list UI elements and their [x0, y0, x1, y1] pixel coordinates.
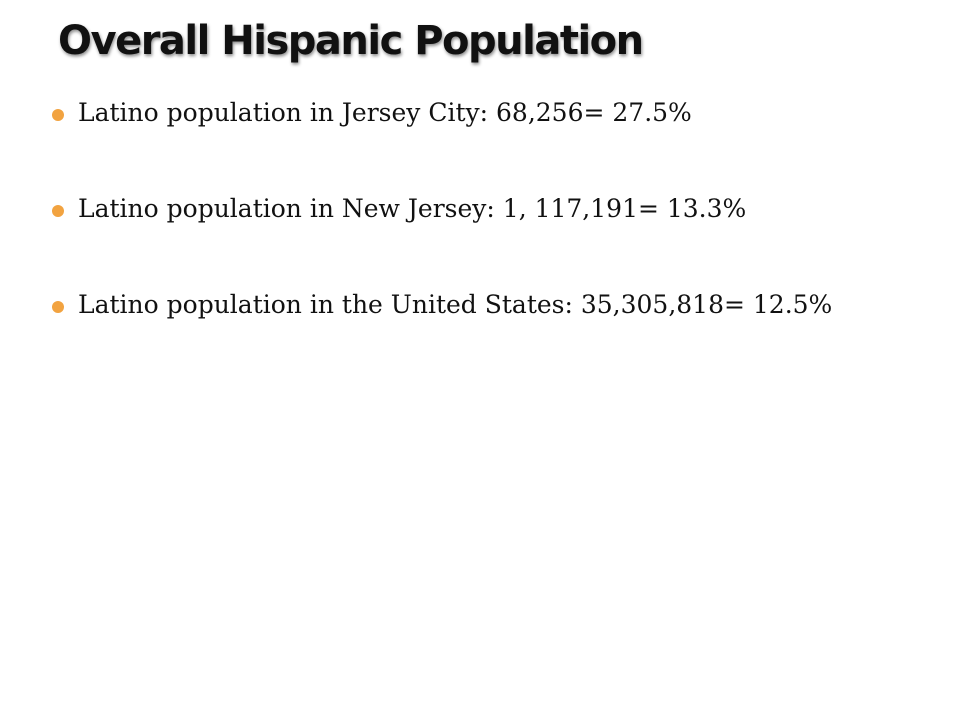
bullet-dot-icon — [52, 205, 64, 217]
bullet-item: Latino population in New Jersey: 1, 117,… — [48, 192, 868, 225]
bullet-item: Latino population in Jersey City: 68,256… — [48, 96, 868, 129]
bullet-dot-icon — [52, 109, 64, 121]
bullet-text: Latino population in New Jersey: 1, 117,… — [78, 194, 747, 223]
bullet-item: Latino population in the United States: … — [48, 288, 868, 321]
bullet-dot-icon — [52, 301, 64, 313]
bullet-list: Latino population in Jersey City: 68,256… — [48, 96, 868, 384]
slide-title: Overall Hispanic Population — [58, 18, 644, 64]
bullet-text: Latino population in the United States: … — [78, 290, 833, 319]
bullet-text: Latino population in Jersey City: 68,256… — [78, 98, 692, 127]
